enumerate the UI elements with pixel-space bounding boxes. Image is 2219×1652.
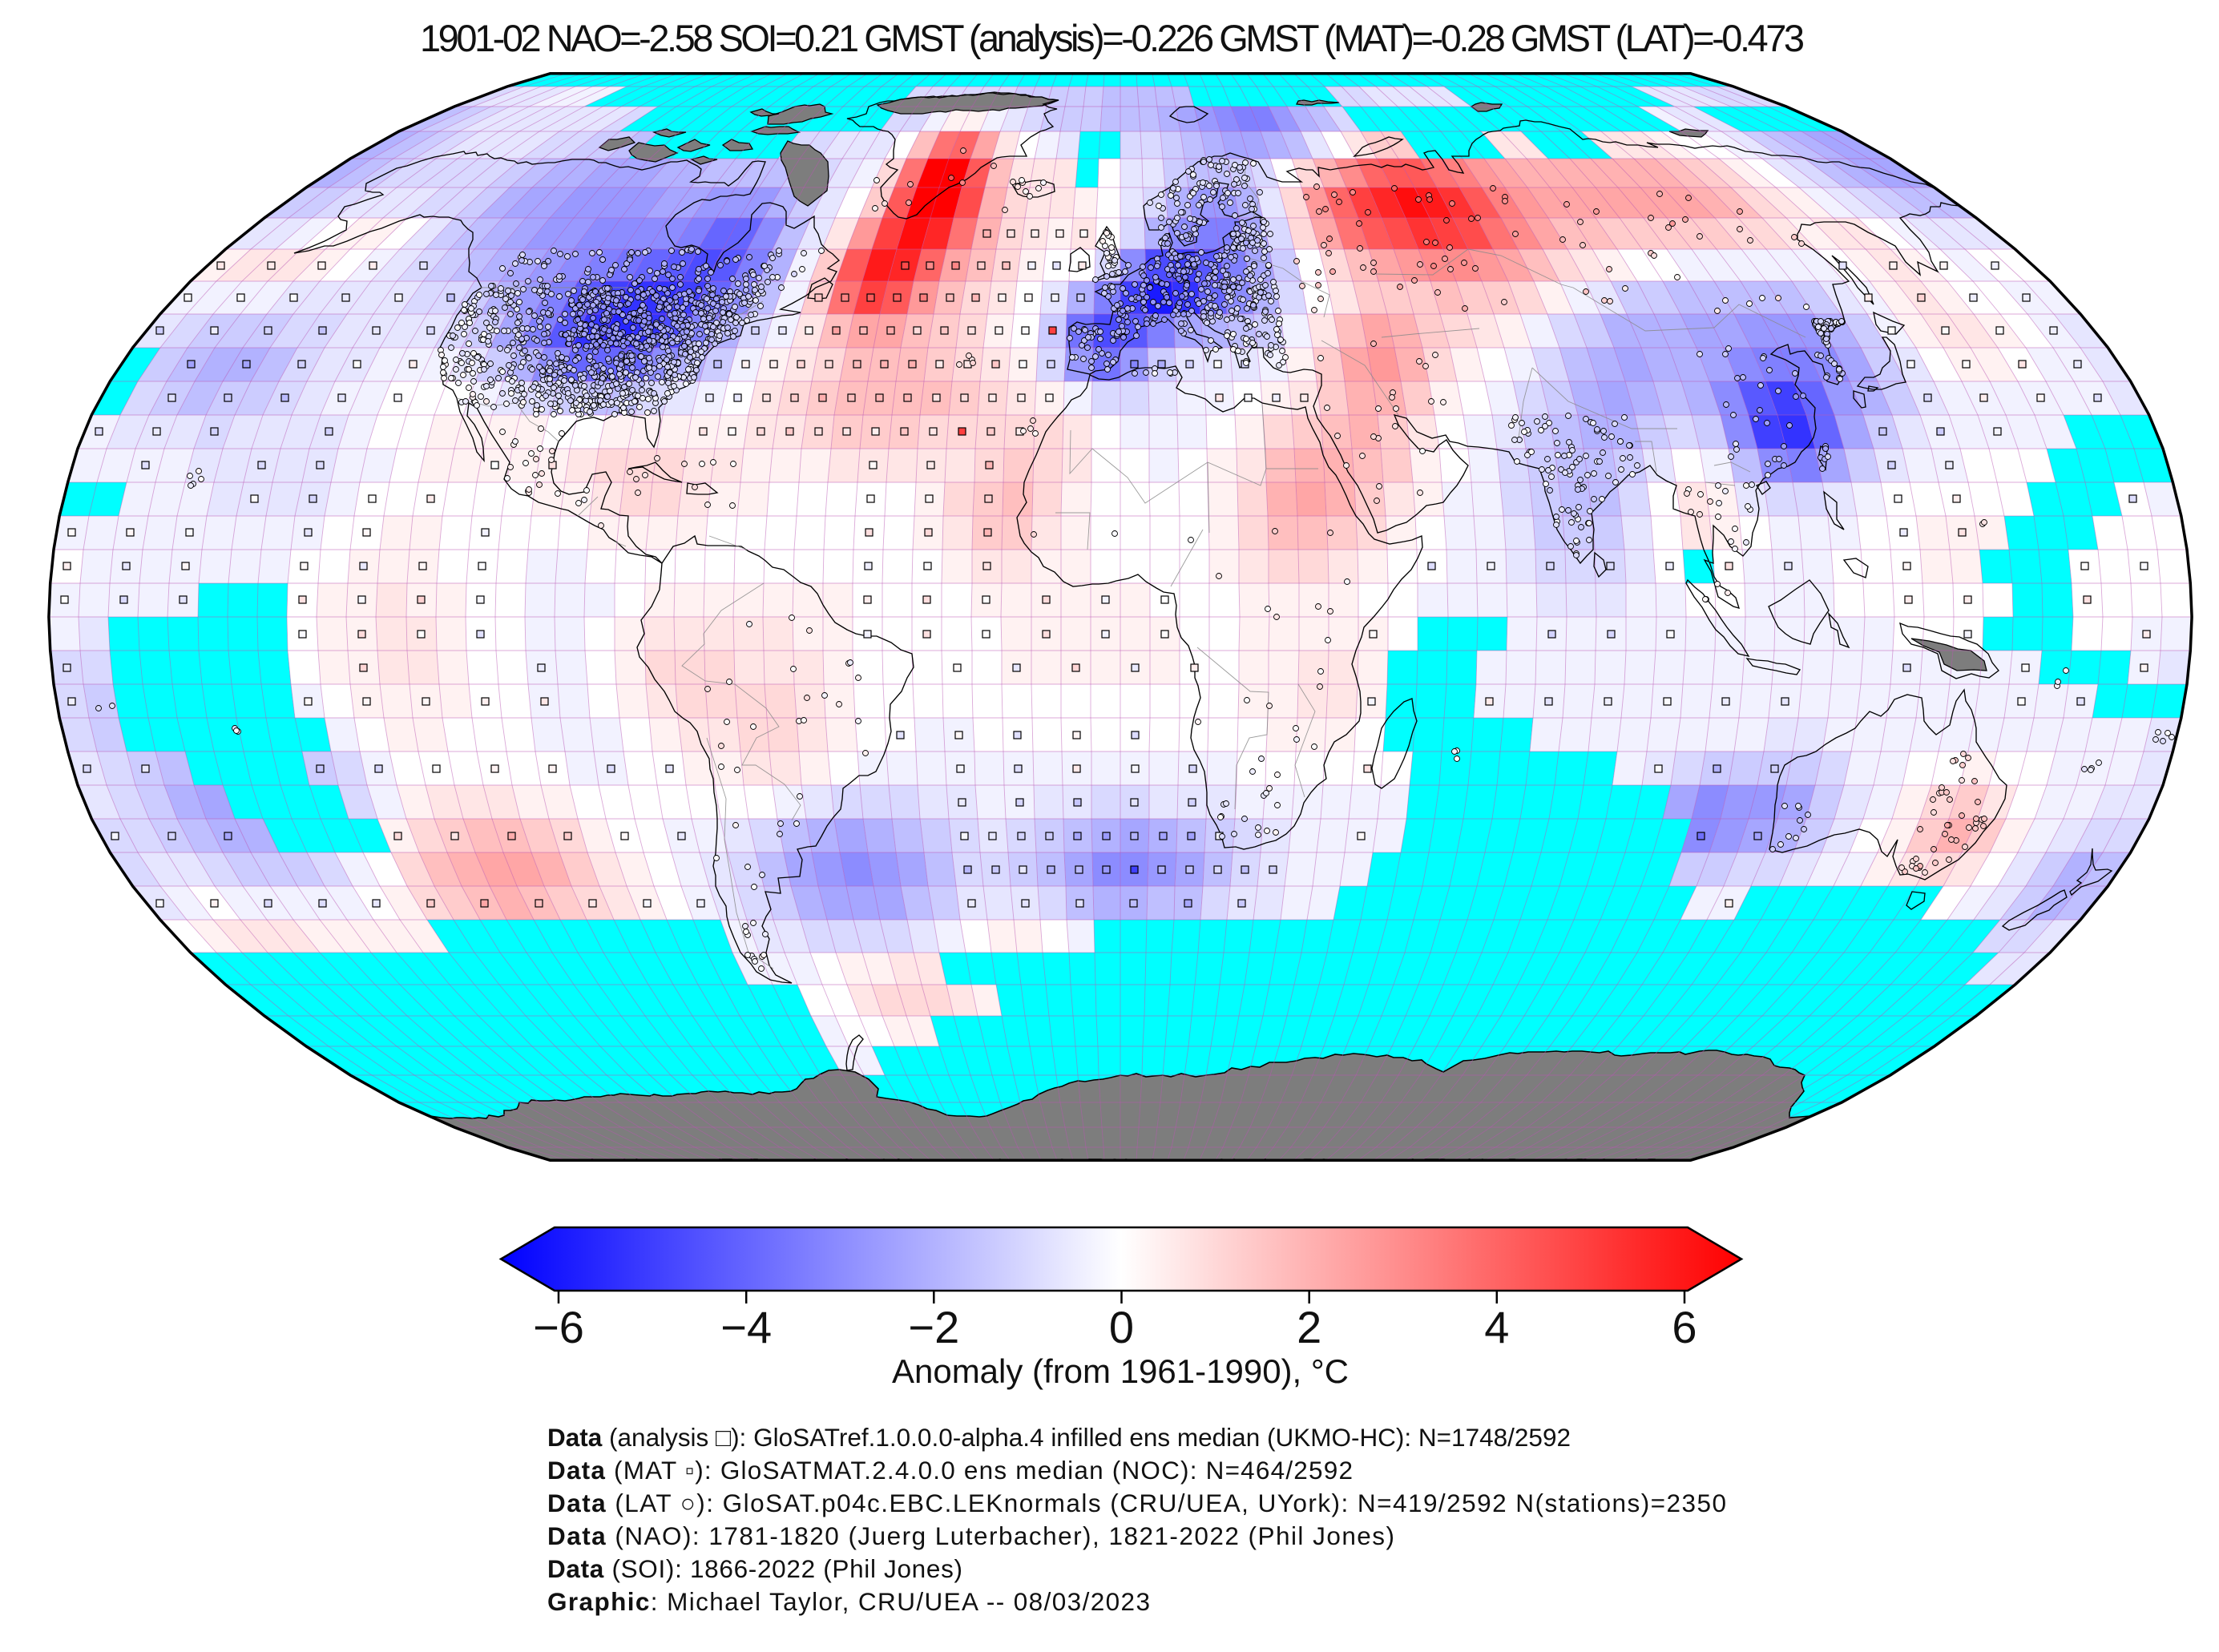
svg-text:−2: −2 [908,1302,959,1352]
svg-text:Data (NAO): 1781-1820 (Juerg L: Data (NAO): 1781-1820 (Juerg Luterbacher… [547,1521,1394,1550]
svg-text:Data (SOI): 1866-2022 (Phil Jo: Data (SOI): 1866-2022 (Phil Jones) [547,1554,962,1583]
svg-text:4: 4 [1484,1302,1509,1352]
svg-text:Data (MAT ▫): GloSATMAT.2.4.0.: Data (MAT ▫): GloSATMAT.2.4.0.0 ens medi… [547,1456,1353,1485]
svg-text:−4: −4 [720,1302,772,1352]
svg-text:0: 0 [1109,1302,1134,1352]
svg-text:−6: −6 [533,1302,584,1352]
svg-text:Data (LAT ○): GloSAT.p04c.EBC.: Data (LAT ○): GloSAT.p04c.EBC.LEKnormals… [547,1489,1726,1517]
svg-text:Data (analysis □): GloSATref.1: Data (analysis □): GloSATref.1.0.0.0-alp… [547,1423,1571,1452]
svg-text:2: 2 [1297,1302,1321,1352]
svg-text:Anomaly (from 1961-1990), °C: Anomaly (from 1961-1990), °C [892,1352,1349,1390]
svg-text:6: 6 [1672,1302,1697,1352]
svg-text:Graphic: Michael Taylor, CRU/U: Graphic: Michael Taylor, CRU/UEA -- 08/0… [547,1587,1150,1616]
svg-text:1901-02 NAO=-2.58 SOI=0.21 GMS: 1901-02 NAO=-2.58 SOI=0.21 GMST (analysi… [420,17,1805,59]
